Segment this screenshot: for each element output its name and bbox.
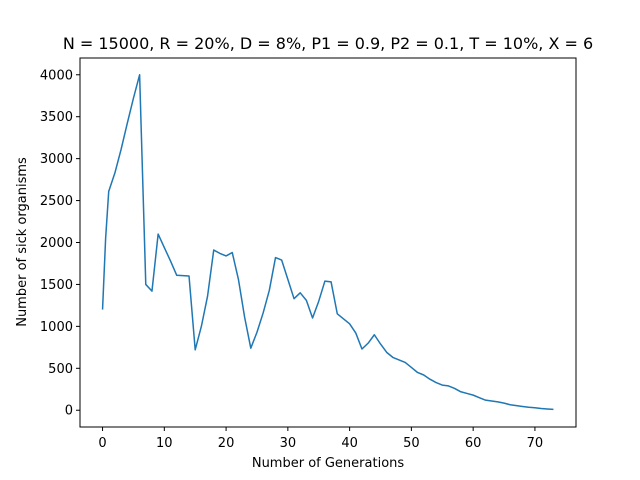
x-axis: 0 10 20 30 40 50 60 70: [98, 427, 543, 451]
x-axis-label: Number of Generations: [252, 456, 405, 471]
y-axis-label: Number of sick organisms: [15, 157, 30, 327]
chart-title: N = 15000, R = 20%, D = 8%, P1 = 0.9, P2…: [63, 34, 593, 53]
y-tick-label: 500: [48, 362, 73, 377]
x-tick-label: 20: [218, 436, 235, 451]
y-tick-label: 2500: [40, 194, 73, 209]
y-tick-label: 1000: [40, 320, 73, 335]
x-tick-label: 30: [280, 436, 297, 451]
y-tick-label: 1500: [40, 278, 73, 293]
x-tick-label: 70: [527, 436, 544, 451]
x-tick-label: 60: [465, 436, 482, 451]
plot-area: [101, 74, 554, 411]
y-tick-label: 0: [65, 404, 73, 419]
y-tick-label: 3000: [40, 152, 73, 167]
x-tick-label: 40: [341, 436, 358, 451]
y-axis: 0 500 1000 1500 2000 2500 3000 3500 4000: [40, 68, 80, 419]
y-tick-label: 2000: [40, 236, 73, 251]
x-tick-label: 0: [98, 436, 106, 451]
x-tick-label: 10: [156, 436, 173, 451]
y-tick-label: 3500: [40, 110, 73, 125]
x-tick-label: 50: [403, 436, 420, 451]
y-tick-label: 4000: [40, 68, 73, 83]
series-line: [101, 74, 554, 411]
axes-frame: [79, 57, 577, 428]
